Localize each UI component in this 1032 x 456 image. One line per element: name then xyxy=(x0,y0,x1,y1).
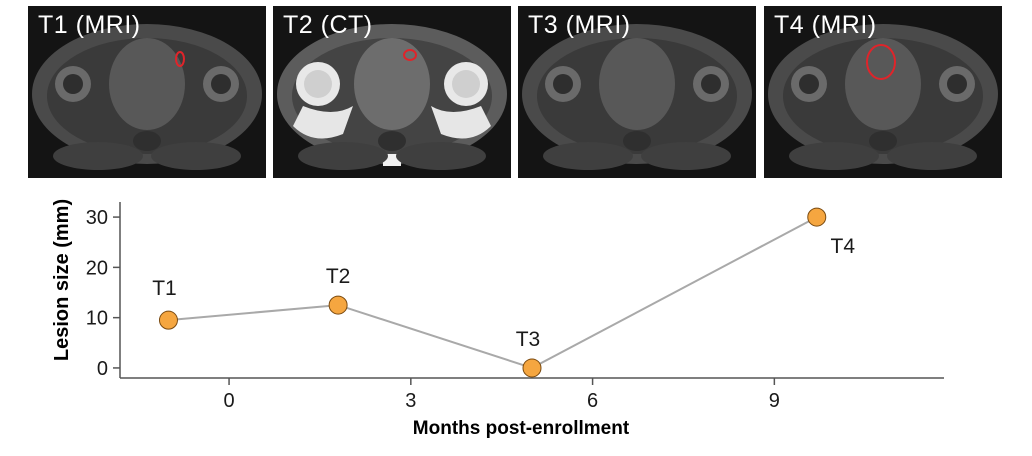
scan-panel-t1: T1 (MRI) xyxy=(28,6,266,178)
scan-panels: T1 (MRI) T2 (CT) T3 (MRI) T4 (MRI) xyxy=(28,6,1002,180)
point-label-t2: T2 xyxy=(326,265,351,288)
lesion-roi-contour xyxy=(175,51,185,67)
left-femoral-core-shape xyxy=(63,74,83,94)
rectum-shape xyxy=(869,131,897,151)
left-pelvic-bone-shape xyxy=(293,106,353,139)
x-tick-label: 9 xyxy=(769,390,780,412)
right-femoral-core-shape xyxy=(211,74,231,94)
right-femoral-core-shape xyxy=(701,74,721,94)
y-tick-label: 10 xyxy=(86,308,108,330)
bladder-shape xyxy=(599,38,675,130)
scan-image-t2 xyxy=(277,24,507,170)
scan-image-t1 xyxy=(32,24,262,170)
y-tick-label: 30 xyxy=(86,207,108,229)
x-tick-label: 3 xyxy=(405,390,416,412)
data-point-t2 xyxy=(328,295,348,315)
bladder-shape xyxy=(109,38,185,130)
rectum-shape xyxy=(133,131,161,151)
x-axis-label: Months post-enrollment xyxy=(413,418,630,439)
panel-label-t2: T2 (CT) xyxy=(283,11,373,39)
point-label-t1: T1 xyxy=(152,277,177,300)
panel-label-t1: T1 (MRI) xyxy=(38,11,141,39)
left-gluteal-shape xyxy=(298,142,388,170)
bladder-shape xyxy=(354,38,430,130)
left-gluteal-shape xyxy=(53,142,143,170)
data-points: T1 T2 T3 T4 xyxy=(152,207,856,378)
right-femoral-core-shape xyxy=(452,70,480,98)
scan-panel-t3: T3 (MRI) xyxy=(518,6,756,178)
left-femoral-core-shape xyxy=(304,70,332,98)
lesion-roi-contour xyxy=(403,49,417,61)
chart-axes: 0 10 20 30 0 3 6 9 xyxy=(86,202,944,412)
y-axis-label: Lesion size (mm) xyxy=(51,199,73,361)
scan-panel-t4: T4 (MRI) xyxy=(764,6,1002,178)
scan-image-t4 xyxy=(768,24,998,170)
lesion-size-chart: 0 10 20 30 0 3 6 9 T1 T2 T3 T4 Lesion size (mm) Mo… xyxy=(51,199,944,439)
data-point-t3 xyxy=(522,358,542,378)
lesion-roi-contour xyxy=(866,44,896,80)
series-line xyxy=(168,216,818,370)
data-point-t1 xyxy=(158,310,178,330)
point-label-t4: T4 xyxy=(831,235,856,258)
series-polyline xyxy=(168,216,818,370)
y-tick-label: 20 xyxy=(86,257,108,279)
rectum-shape xyxy=(378,131,406,151)
left-gluteal-shape xyxy=(543,142,633,170)
left-femoral-core-shape xyxy=(553,74,573,94)
right-gluteal-shape xyxy=(396,142,486,170)
x-tick-label: 6 xyxy=(587,390,598,412)
right-gluteal-shape xyxy=(151,142,241,170)
right-gluteal-shape xyxy=(641,142,731,170)
panel-label-t4: T4 (MRI) xyxy=(774,11,877,39)
right-gluteal-shape xyxy=(887,142,977,170)
scan-panel-t2: T2 (CT) xyxy=(273,6,511,178)
scan-image-t3 xyxy=(522,24,752,170)
right-pelvic-bone-shape xyxy=(431,106,491,139)
point-label-t3: T3 xyxy=(516,328,541,351)
x-tick-label: 0 xyxy=(223,390,234,412)
right-femoral-core-shape xyxy=(947,74,967,94)
bladder-shape xyxy=(845,38,921,130)
left-femoral-core-shape xyxy=(799,74,819,94)
y-tick-label: 0 xyxy=(97,358,108,380)
panel-label-t3: T3 (MRI) xyxy=(528,11,631,39)
left-gluteal-shape xyxy=(789,142,879,170)
rectum-shape xyxy=(623,131,651,151)
data-point-t4 xyxy=(807,207,827,227)
